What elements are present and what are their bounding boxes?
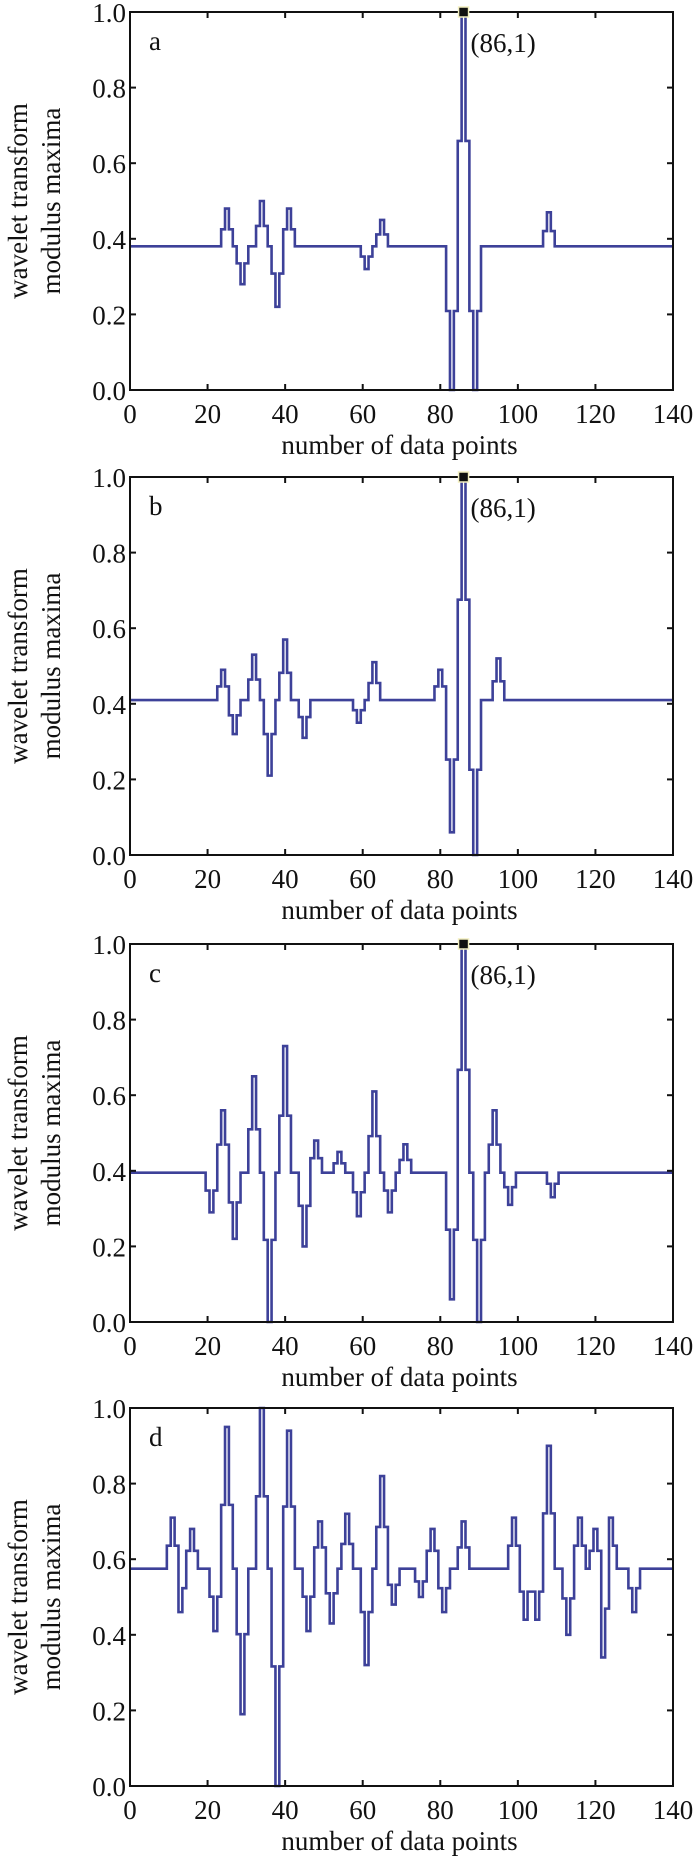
x-tick-label: 140 [653,399,694,429]
y-tick-label: 0.2 [92,300,126,330]
y-tick-label: 0.2 [92,765,126,795]
y-tick-label: 0.8 [92,1470,126,1500]
plot-frame [129,11,674,391]
plot-frame [129,1407,674,1787]
y-tick-label: 1.0 [92,1394,126,1424]
y-tick-label: 0.6 [92,1545,126,1575]
x-tick-label: 60 [349,864,376,894]
x-tick-label: 60 [349,399,376,429]
x-tick-label: 0 [123,1331,137,1361]
data-series-line [130,475,673,857]
peak-annotation: (86,1) [471,28,536,58]
y-tick-label: 0.2 [92,1696,126,1726]
x-tick-label: 40 [272,399,299,429]
y-tick-label: 0.8 [92,74,126,104]
data-series-line [130,10,673,392]
x-tick-label: 100 [498,864,539,894]
chart-panel-b: 0 20 40 60 80 100 120 140 0.0 0.2 0.4 0.6 0.8 1.0 numb… [3,463,693,925]
y-axis-label-line-1: wavelet transform [3,103,33,299]
x-tick-label: 120 [575,1795,616,1825]
x-tick-label: 40 [272,1795,299,1825]
x-tick-label: 100 [498,1331,539,1361]
x-tick-label: 100 [498,1795,539,1825]
y-tick-label: 0.0 [92,1772,126,1802]
x-axis-label: number of data points [281,895,517,925]
y-tick-label: 0.4 [92,1157,126,1187]
chart-panel-a: 0 20 40 60 80 100 120 140 0.0 0.2 0.4 0.6 0.8 1.0 numb… [3,0,693,460]
y-tick-label: 0.0 [92,376,126,406]
peak-annotation: (86,1) [471,960,536,990]
x-tick-label: 40 [272,1331,299,1361]
y-tick-label: 0.4 [92,1621,126,1651]
x-tick-label: 100 [498,399,539,429]
x-tick-label: 0 [123,399,137,429]
data-series-line [130,942,673,1324]
panel-letter: c [149,958,161,988]
y-tick-label: 0.8 [92,1006,126,1036]
peak-annotation: (86,1) [471,493,536,523]
y-axis-label-line-1: wavelet transform [3,1499,33,1695]
y-tick-label: 1.0 [92,0,126,28]
y-axis-label-line-2: modulus maxima [36,573,66,760]
x-tick-label: 0 [123,1795,137,1825]
chart-panel-c: 0 20 40 60 80 100 120 140 0.0 0.2 0.4 0.6 0.8 1.0 numb… [3,930,693,1392]
y-tick-label: 1.0 [92,930,126,960]
data-series-line [130,1406,673,1788]
x-tick-label: 60 [349,1795,376,1825]
x-tick-label: 120 [575,864,616,894]
x-tick-label: 0 [123,864,137,894]
y-tick-label: 0.6 [92,614,126,644]
peak-marker [457,938,470,950]
peak-marker [457,6,470,18]
y-axis-label-line-2: modulus maxima [36,1504,66,1691]
y-tick-label: 0.8 [92,539,126,569]
y-axis-label-line-1: wavelet transform [3,1035,33,1231]
x-tick-label: 60 [349,1331,376,1361]
x-tick-label: 20 [194,1795,221,1825]
y-tick-label: 0.2 [92,1232,126,1262]
x-axis-label: number of data points [281,1362,517,1392]
y-tick-label: 0.0 [92,1308,126,1338]
y-tick-label: 0.4 [92,690,126,720]
chart-panel-d: 0 20 40 60 80 100 120 140 0.0 0.2 0.4 0.6 0.8 1.0 numb… [3,1394,693,1856]
x-tick-label: 20 [194,1331,221,1361]
x-tick-label: 140 [653,1795,694,1825]
x-tick-label: 80 [427,399,454,429]
x-tick-label: 20 [194,864,221,894]
x-tick-label: 140 [653,864,694,894]
x-tick-label: 80 [427,1795,454,1825]
plot-frame [129,476,674,856]
x-tick-label: 80 [427,1331,454,1361]
x-tick-label: 20 [194,399,221,429]
x-axis-label: number of data points [281,1826,517,1856]
x-axis-label: number of data points [281,430,517,460]
x-tick-label: 120 [575,399,616,429]
y-tick-label: 1.0 [92,463,126,493]
y-axis-label-line-2: modulus maxima [36,1040,66,1227]
x-tick-label: 80 [427,864,454,894]
x-tick-label: 40 [272,864,299,894]
peak-marker [457,471,470,483]
panel-letter: a [149,26,161,56]
panel-letter: d [149,1422,163,1452]
y-tick-label: 0.6 [92,1081,126,1111]
y-tick-label: 0.4 [92,225,126,255]
x-tick-label: 140 [653,1331,694,1361]
y-axis-label-line-1: wavelet transform [3,568,33,764]
y-tick-label: 0.6 [92,149,126,179]
x-tick-label: 120 [575,1331,616,1361]
plot-frame [129,943,674,1323]
y-axis-label-line-2: modulus maxima [36,108,66,295]
panel-letter: b [149,491,163,521]
y-tick-label: 0.0 [92,841,126,871]
